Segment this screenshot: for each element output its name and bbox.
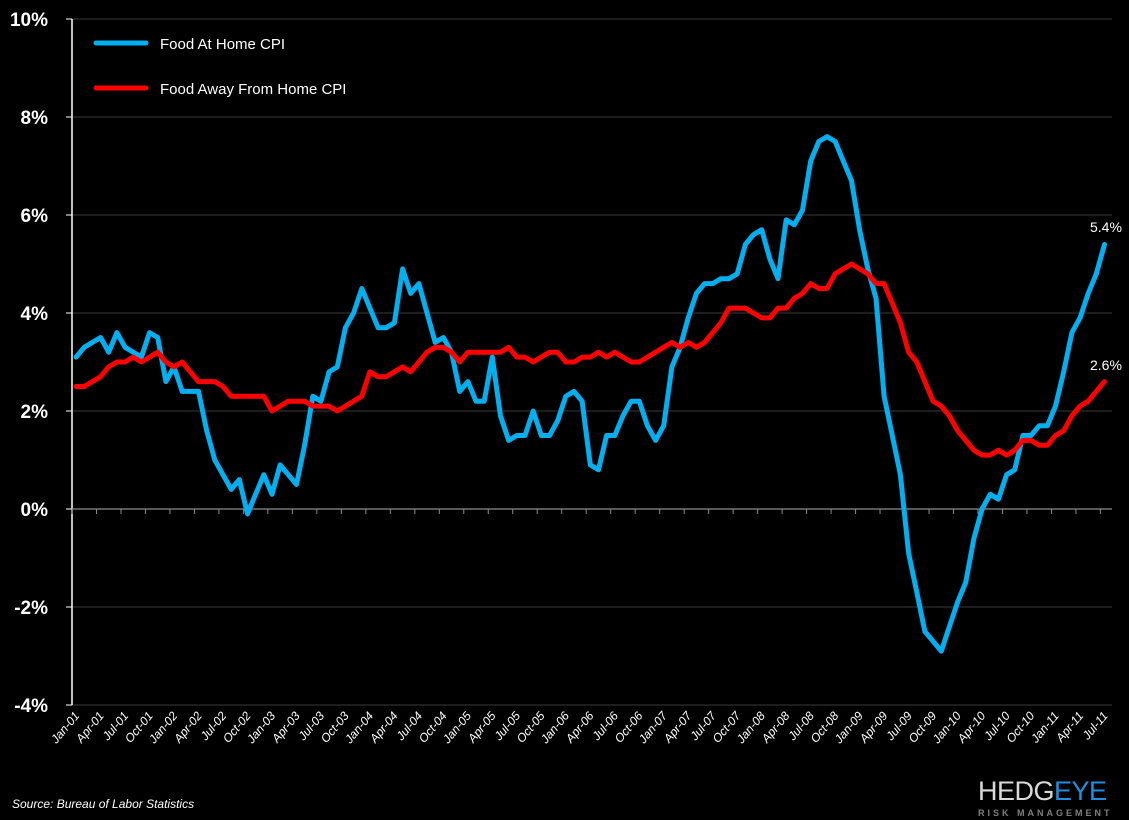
logo-wordmark: HEDGEYE xyxy=(978,776,1107,806)
x-tick-label: Jan-01 xyxy=(47,709,82,747)
gridlines xyxy=(72,18,1112,706)
y-tick-label: 6% xyxy=(21,206,49,227)
logo-text-eye: EYE xyxy=(1054,776,1107,806)
y-tick-label: 2% xyxy=(21,402,49,423)
hedgeye-logo: HEDGEYE RISK MANAGEMENT xyxy=(978,776,1113,818)
data-label-food-at-home-last: 5.4% xyxy=(1090,219,1122,235)
y-tick-label: -2% xyxy=(14,598,48,619)
legend-label-food-away: Food Away From Home CPI xyxy=(160,81,346,98)
x-axis: Jan-01Apr-01Jul-01Oct-01Jan-02Apr-02Jul-… xyxy=(47,508,1112,747)
y-tick-label: 8% xyxy=(21,108,49,129)
source-note: Source: Bureau of Labor Statistics xyxy=(12,797,194,811)
data-label-food-away-last: 2.6% xyxy=(1090,357,1122,373)
series-lines xyxy=(73,134,1107,654)
series-line-food-away-from-home xyxy=(73,261,1107,458)
x-tick-label: Jul-11 xyxy=(1079,709,1111,743)
x-tick-label: Apr-07 xyxy=(660,708,695,746)
y-axis: -4% -2% 0% 2% 4% 6% 8% 10% xyxy=(10,10,73,717)
y-tick-label: 0% xyxy=(21,500,49,521)
legend: Food At Home CPI Food Away From Home CPI xyxy=(93,36,346,98)
y-tick-label: 4% xyxy=(21,304,49,325)
y-tick-label: 10% xyxy=(10,10,48,31)
legend-label-food-at-home: Food At Home CPI xyxy=(160,36,285,53)
y-tick-label: -4% xyxy=(14,696,48,717)
logo-tagline: RISK MANAGEMENT xyxy=(978,808,1113,818)
logo-text-hedg: HEDG xyxy=(978,776,1054,806)
